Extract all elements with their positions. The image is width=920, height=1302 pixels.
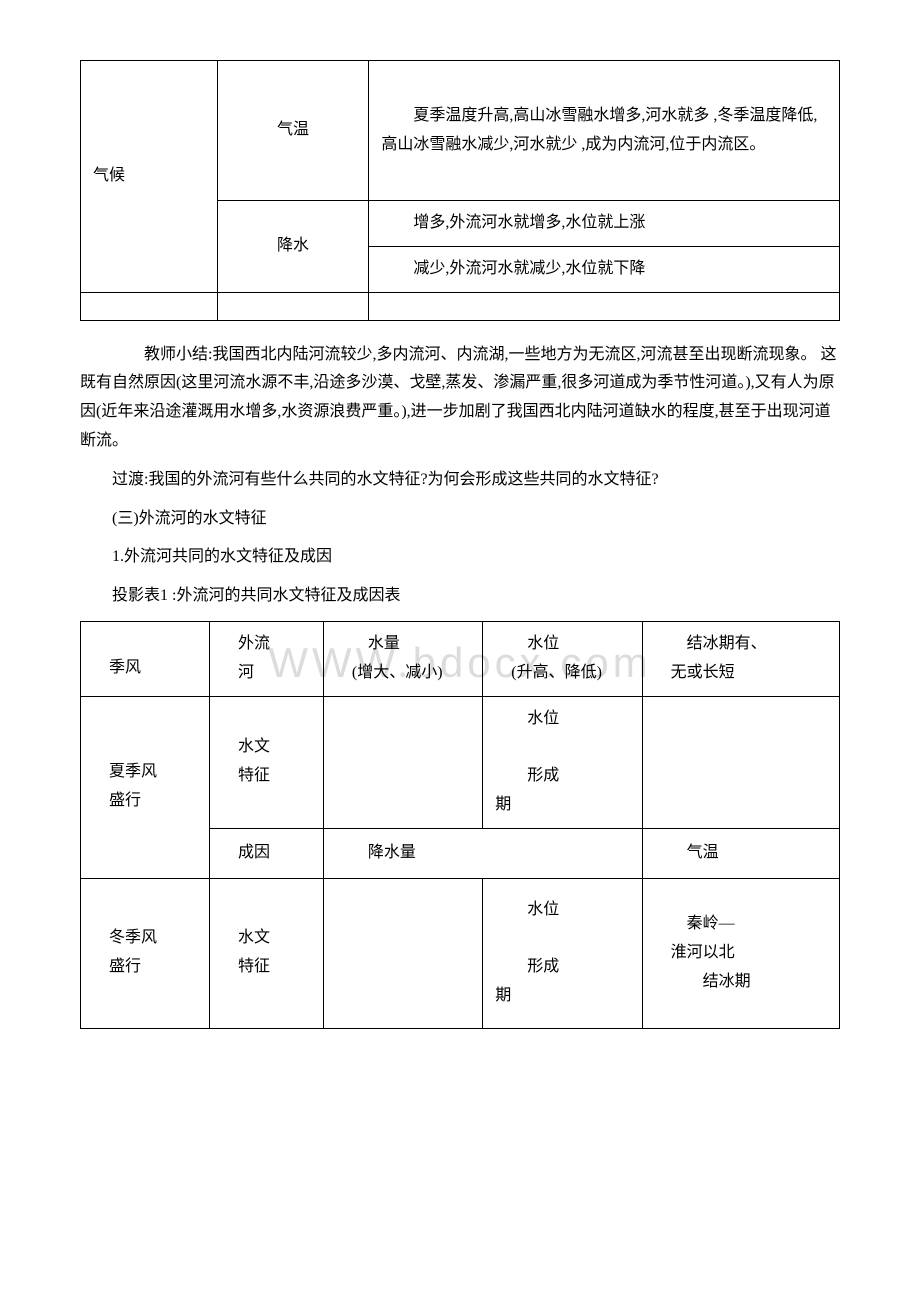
climate-label: 气候 xyxy=(93,162,205,191)
summer-hydro-b: 特征 xyxy=(222,762,311,791)
summer-b: 盛行 xyxy=(93,787,197,816)
summer-level-cell: 水位 形成 期 xyxy=(483,696,642,828)
precip-dec: 减少,外流河水就减少,水位就下降 xyxy=(381,255,827,284)
section-heading: (三)外流河的水文特征 xyxy=(80,505,840,534)
projection-label: 投影表1 :外流河的共同水文特征及成因表 xyxy=(80,582,840,611)
header-outflow-a: 外流 xyxy=(222,630,311,659)
header-outflow-b: 河 xyxy=(222,659,311,688)
winter-ice-c: 结冰期 xyxy=(655,968,827,997)
winter-hydro-a: 水文 xyxy=(222,924,311,953)
header-ice-b: 无或长短 xyxy=(655,659,827,688)
empty-cell-3 xyxy=(369,292,840,320)
header-volume: 水量 (增大、减小) xyxy=(323,621,482,696)
winter-hydro-b: 特征 xyxy=(222,953,311,982)
empty-cell-1 xyxy=(81,292,218,320)
climate-table: 气候 气温 夏季温度升高,高山冰雪融水增多,河水就多 ,冬季温度降低,高山冰雪融… xyxy=(80,60,840,321)
temp-cause-cell: 气温 xyxy=(642,828,839,878)
precip-cell: 降水 xyxy=(217,201,369,293)
winter-ice-a: 秦岭— xyxy=(655,910,827,939)
hydro-feature-table: 季风 外流 河 水量 (增大、减小) 水位 (升高、降低) 结冰期有、 无或长短… xyxy=(80,621,840,1029)
summer-ice-empty xyxy=(642,696,839,828)
precip-cause-cell: 降水量 xyxy=(323,828,642,878)
summer-cause-cell: 成因 xyxy=(210,828,324,878)
winter-vol-empty xyxy=(323,878,482,1028)
header-level: 水位 (升高、降低) xyxy=(483,621,642,696)
temp-desc-cell: 夏季温度升高,高山冰雪融水增多,河水就多 ,冬季温度降低,高山冰雪融水减少,河水… xyxy=(369,61,840,201)
summer-hydro-cell: 水文 特征 xyxy=(210,696,324,828)
header-volume-b: (增大、减小) xyxy=(336,659,470,688)
header-volume-a: 水量 xyxy=(336,630,470,659)
summer-monsoon-cell: 夏季风 盛行 xyxy=(81,696,210,878)
transition-text: 过渡:我国的外流河有些什么共同的水文特征?为何会形成这些共同的水文特征? xyxy=(80,466,840,495)
summer-vol-empty xyxy=(323,696,482,828)
temp-cell: 气温 xyxy=(217,61,369,201)
header-monsoon-text: 季风 xyxy=(93,634,197,683)
precip-dec-cell: 减少,外流河水就减少,水位就下降 xyxy=(369,246,840,292)
summer-level-a: 水位 xyxy=(495,705,629,734)
climate-cell: 气候 xyxy=(81,61,218,293)
header-ice: 结冰期有、 无或长短 xyxy=(642,621,839,696)
precip-cause: 降水量 xyxy=(336,839,630,868)
winter-hydro-cell: 水文 特征 xyxy=(210,878,324,1028)
winter-ice-cell: 秦岭— 淮河以北 结冰期 xyxy=(642,878,839,1028)
summer-level-c: 期 xyxy=(495,791,629,820)
summer-level-b: 形成 xyxy=(495,762,629,791)
header-level-a: 水位 xyxy=(495,630,629,659)
summer-cause: 成因 xyxy=(222,839,311,868)
winter-level-cell: 水位 形成 期 xyxy=(483,878,642,1028)
header-level-b: (升高、降低) xyxy=(495,659,629,688)
header-outflow: 外流 河 xyxy=(210,621,324,696)
temp-desc: 夏季温度升高,高山冰雪融水增多,河水就多 ,冬季温度降低,高山冰雪融水减少,河水… xyxy=(381,102,827,160)
teacher-summary: 教师小结:我国西北内陆河流较少,多内流河、内流湖,一些地方为无流区,河流甚至出现… xyxy=(80,341,840,456)
winter-level-b: 形成 xyxy=(495,953,629,982)
header-monsoon: 季风 xyxy=(81,621,210,696)
winter-b: 盛行 xyxy=(93,953,197,982)
empty-cell-2 xyxy=(217,292,369,320)
precip-inc-cell: 增多,外流河水就增多,水位就上涨 xyxy=(369,201,840,247)
temp-cause: 气温 xyxy=(655,839,827,868)
winter-a: 冬季风 xyxy=(93,924,197,953)
winter-ice-b: 淮河以北 xyxy=(655,939,827,968)
summer-a: 夏季风 xyxy=(93,758,197,787)
winter-level-c: 期 xyxy=(495,982,629,1011)
subsection-heading: 1.外流河共同的水文特征及成因 xyxy=(80,543,840,572)
summer-hydro-a: 水文 xyxy=(222,733,311,762)
winter-monsoon-cell: 冬季风 盛行 xyxy=(81,878,210,1028)
precip-label: 降水 xyxy=(230,232,357,261)
document-content: 气候 气温 夏季温度升高,高山冰雪融水增多,河水就多 ,冬季温度降低,高山冰雪融… xyxy=(80,60,840,1029)
header-ice-a: 结冰期有、 xyxy=(655,630,827,659)
winter-level-a: 水位 xyxy=(495,896,629,925)
temp-label: 气温 xyxy=(230,116,357,145)
precip-inc: 增多,外流河水就增多,水位就上涨 xyxy=(381,209,827,238)
